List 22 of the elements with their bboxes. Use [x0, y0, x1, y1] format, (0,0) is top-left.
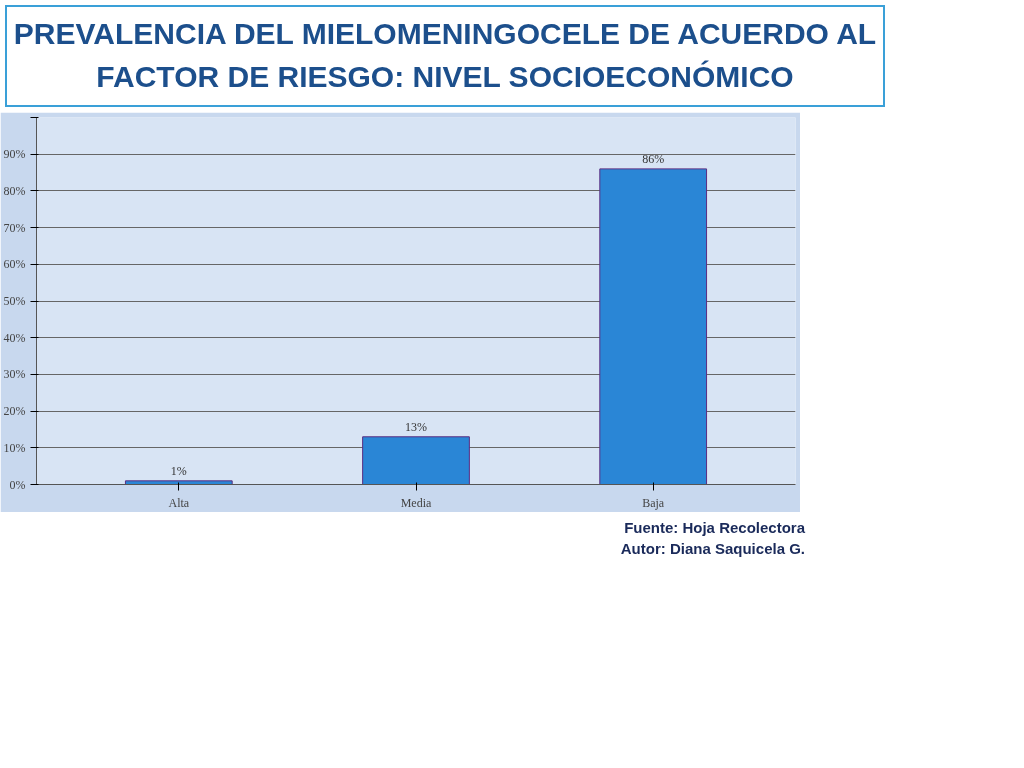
y-tick-label: 60% — [3, 256, 26, 271]
y-tick-label: 50% — [3, 293, 26, 308]
y-tick-label: 10% — [3, 440, 26, 455]
x-tick-label: Media — [400, 495, 432, 510]
y-tick-label: 90% — [3, 146, 26, 161]
x-tick-label: Alta — [168, 495, 190, 510]
text: Autor: Diana Saquicela G. — [620, 540, 805, 558]
y-tick-label: 40% — [3, 330, 26, 345]
data-label: 1% — [170, 463, 187, 478]
y-tick-label: 20% — [3, 403, 26, 418]
data-label: 86% — [642, 152, 665, 166]
y-tick-label: 30% — [3, 367, 26, 382]
data-label: 13% — [405, 419, 427, 434]
y-tick-label: 70% — [3, 220, 26, 235]
bar — [362, 435, 470, 485]
source-note: Fuente: Hoja Recolectora — [624, 518, 805, 536]
bar — [124, 480, 233, 485]
bar — [599, 168, 708, 485]
chart-title: PREVALENCIA DEL MIELOMENINGOCELE DE ACUERDO AL FACTOR DE RIESGO: NIVEL SOCIOECONÓMICO — [5, 5, 885, 107]
y-tick-label: 0% — [9, 477, 26, 492]
x-tick-label: Baja — [642, 495, 665, 510]
y-tick-label: 80% — [3, 183, 26, 198]
